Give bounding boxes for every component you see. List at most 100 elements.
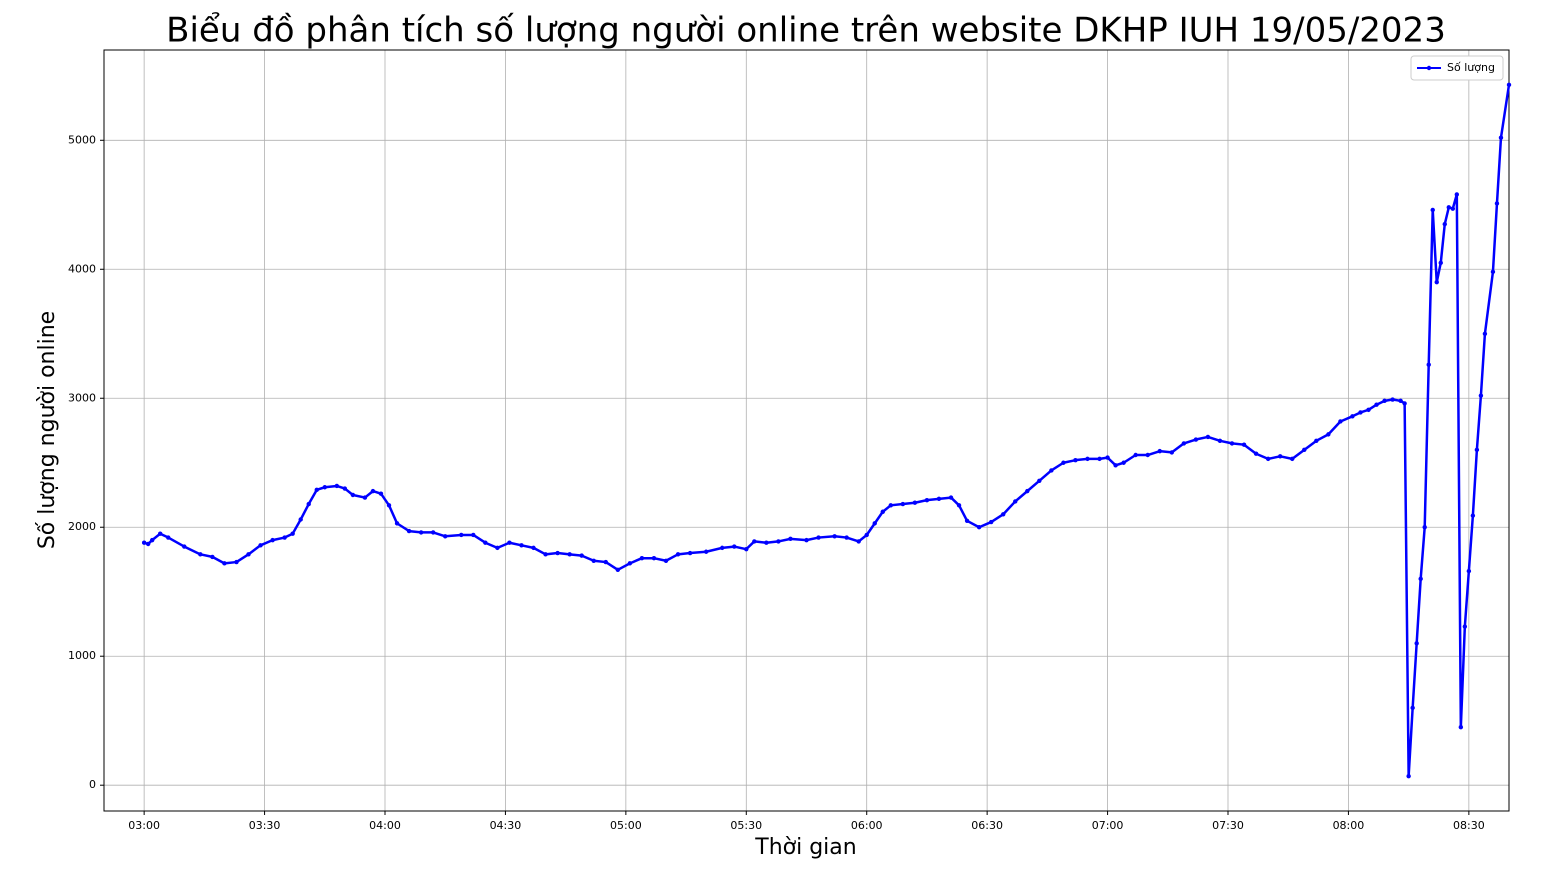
data-point: [182, 544, 187, 549]
data-point: [519, 543, 524, 548]
data-point: [1037, 478, 1042, 484]
data-point: [1358, 410, 1363, 415]
x-tick-label: 08:30: [1453, 819, 1485, 832]
data-point: [988, 519, 994, 525]
x-tick-label: 03:30: [249, 819, 281, 832]
data-point: [406, 528, 412, 534]
data-point: [471, 532, 476, 538]
data-point: [744, 546, 749, 552]
data-point: [1181, 441, 1187, 446]
data-point: [615, 567, 621, 573]
data-point: [1498, 135, 1504, 140]
data-point: [1265, 456, 1271, 462]
data-point: [579, 553, 584, 558]
data-point: [663, 558, 669, 563]
x-tick-label: 05:00: [610, 819, 642, 832]
data-point: [1446, 205, 1451, 210]
data-point: [1157, 448, 1162, 454]
x-tick-label: 04:30: [490, 819, 522, 832]
data-point: [342, 486, 348, 491]
data-point: [864, 532, 869, 538]
data-point: [362, 495, 368, 500]
data-point: [687, 550, 693, 556]
data-point: [1085, 456, 1090, 462]
y-tick-label: 0: [89, 778, 96, 791]
y-tick-label: 5000: [68, 133, 96, 146]
data-point: [948, 495, 954, 500]
data-point: [1454, 192, 1460, 197]
data-point: [651, 555, 657, 561]
data-point: [322, 485, 327, 490]
data-point: [776, 539, 781, 544]
x-tick-label: 05:30: [730, 819, 762, 832]
legend-label: Số lượng: [1447, 61, 1495, 74]
data-point: [1229, 441, 1235, 446]
data-point: [1410, 705, 1415, 711]
data-point: [314, 487, 319, 493]
data-point: [378, 491, 384, 496]
data-point: [306, 501, 311, 507]
data-point: [732, 544, 737, 549]
data-point: [912, 500, 918, 505]
data-point: [1061, 460, 1066, 465]
data-point: [290, 531, 295, 536]
data-point: [1169, 450, 1175, 455]
data-point: [1470, 513, 1476, 518]
data-point: [880, 509, 885, 514]
x-tick-label: 06:30: [971, 819, 1003, 832]
data-point: [1366, 407, 1371, 413]
data-point: [1314, 438, 1319, 444]
data-point: [258, 543, 263, 548]
data-point: [386, 503, 392, 508]
data-point: [703, 549, 709, 554]
data-point: [1462, 624, 1468, 629]
data-point: [483, 540, 488, 545]
data-point: [1434, 279, 1439, 285]
data-point: [788, 536, 793, 542]
data-point: [531, 545, 536, 551]
data-point: [720, 545, 725, 551]
data-point: [956, 503, 962, 508]
data-point: [1466, 568, 1472, 574]
data-point: [832, 534, 837, 539]
data-point: [675, 552, 681, 557]
data-point: [1326, 432, 1331, 437]
data-point: [298, 517, 303, 522]
data-point: [804, 537, 809, 543]
x-tick-label: 04:00: [369, 819, 401, 832]
data-point: [158, 531, 163, 536]
data-point: [1398, 398, 1403, 404]
data-point: [1193, 437, 1199, 442]
data-point: [1442, 221, 1447, 227]
x-tick-label: 07:00: [1092, 819, 1124, 832]
data-point: [1049, 468, 1054, 473]
data-point: [856, 539, 861, 544]
data-point: [418, 530, 424, 535]
chart-title: Biểu đồ phân tích số lượng người online …: [166, 11, 1446, 51]
data-point: [1506, 82, 1512, 88]
y-tick-label: 1000: [68, 649, 96, 662]
data-point: [1241, 442, 1247, 447]
y-tick-label: 3000: [68, 391, 96, 404]
data-point: [495, 545, 500, 551]
data-point: [1382, 398, 1387, 404]
data-point: [145, 541, 151, 547]
data-point: [1458, 724, 1464, 730]
data-point: [1133, 452, 1138, 458]
data-point: [964, 518, 970, 523]
data-point: [1277, 454, 1283, 459]
data-point: [924, 497, 930, 503]
data-point: [1450, 206, 1456, 211]
legend-marker: [1426, 65, 1432, 71]
data-point: [350, 492, 356, 498]
data-point: [1290, 456, 1295, 462]
data-point: [1438, 260, 1443, 266]
data-point: [1406, 773, 1411, 779]
data-point: [752, 539, 757, 544]
data-point: [370, 488, 376, 494]
data-point: [1013, 499, 1018, 504]
data-point: [1338, 419, 1343, 424]
data-point: [603, 559, 608, 565]
data-point: [1001, 512, 1006, 517]
data-point: [1205, 434, 1211, 440]
